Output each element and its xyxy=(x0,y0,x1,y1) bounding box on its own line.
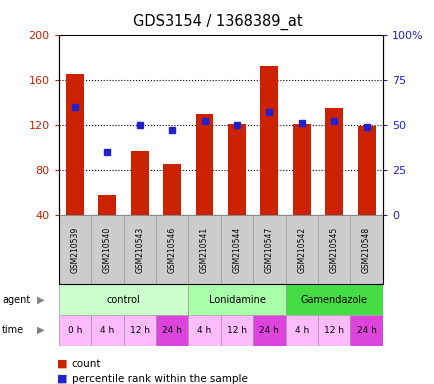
Text: 24 h: 24 h xyxy=(259,326,279,335)
Text: agent: agent xyxy=(2,295,30,305)
Text: GSM210543: GSM210543 xyxy=(135,227,144,273)
Text: 24 h: 24 h xyxy=(356,326,376,335)
Bar xyxy=(350,315,382,346)
Text: Gamendazole: Gamendazole xyxy=(300,295,367,305)
Bar xyxy=(155,315,188,346)
Bar xyxy=(317,315,349,346)
Text: GDS3154 / 1368389_at: GDS3154 / 1368389_at xyxy=(132,13,302,30)
Bar xyxy=(59,215,91,284)
Text: control: control xyxy=(106,295,140,305)
Text: GSM210540: GSM210540 xyxy=(102,227,112,273)
Text: time: time xyxy=(2,325,24,335)
Bar xyxy=(155,215,188,284)
Text: GSM210544: GSM210544 xyxy=(232,227,241,273)
Bar xyxy=(325,108,342,215)
Bar xyxy=(292,124,310,215)
Text: GSM210545: GSM210545 xyxy=(329,227,338,273)
Bar xyxy=(220,215,253,284)
Text: GSM210546: GSM210546 xyxy=(167,227,176,273)
Bar xyxy=(91,315,123,346)
Text: 4 h: 4 h xyxy=(197,326,211,335)
Bar xyxy=(163,164,181,215)
Bar xyxy=(91,215,123,284)
Bar xyxy=(285,284,382,315)
Bar xyxy=(227,124,245,215)
Text: ■: ■ xyxy=(56,374,67,384)
Bar xyxy=(188,284,285,315)
Bar xyxy=(123,315,155,346)
Bar xyxy=(66,74,84,215)
Text: GSM210547: GSM210547 xyxy=(264,227,273,273)
Bar xyxy=(220,315,253,346)
Bar xyxy=(253,315,285,346)
Text: 24 h: 24 h xyxy=(162,326,182,335)
Text: 4 h: 4 h xyxy=(294,326,308,335)
Bar xyxy=(350,215,382,284)
Bar xyxy=(357,126,375,215)
Text: ▶: ▶ xyxy=(37,295,44,305)
Text: 4 h: 4 h xyxy=(100,326,114,335)
Bar xyxy=(195,114,213,215)
Bar xyxy=(260,66,278,215)
Text: ■: ■ xyxy=(56,359,67,369)
Text: GSM210541: GSM210541 xyxy=(200,227,209,273)
Text: 12 h: 12 h xyxy=(323,326,343,335)
Bar xyxy=(131,151,148,215)
Text: GSM210539: GSM210539 xyxy=(70,227,79,273)
Bar xyxy=(123,215,155,284)
Bar xyxy=(285,315,317,346)
Text: count: count xyxy=(72,359,101,369)
Text: 12 h: 12 h xyxy=(227,326,247,335)
Text: Lonidamine: Lonidamine xyxy=(208,295,265,305)
Bar xyxy=(188,215,220,284)
Bar xyxy=(253,215,285,284)
Bar xyxy=(59,315,91,346)
Text: GSM210548: GSM210548 xyxy=(361,227,370,273)
Text: ▶: ▶ xyxy=(37,325,44,335)
Text: percentile rank within the sample: percentile rank within the sample xyxy=(72,374,247,384)
Bar xyxy=(98,195,116,215)
Bar xyxy=(285,215,317,284)
Bar xyxy=(188,315,220,346)
Text: 0 h: 0 h xyxy=(68,326,82,335)
Text: 12 h: 12 h xyxy=(129,326,149,335)
Bar xyxy=(317,215,349,284)
Bar xyxy=(59,284,188,315)
Text: GSM210542: GSM210542 xyxy=(296,227,306,273)
